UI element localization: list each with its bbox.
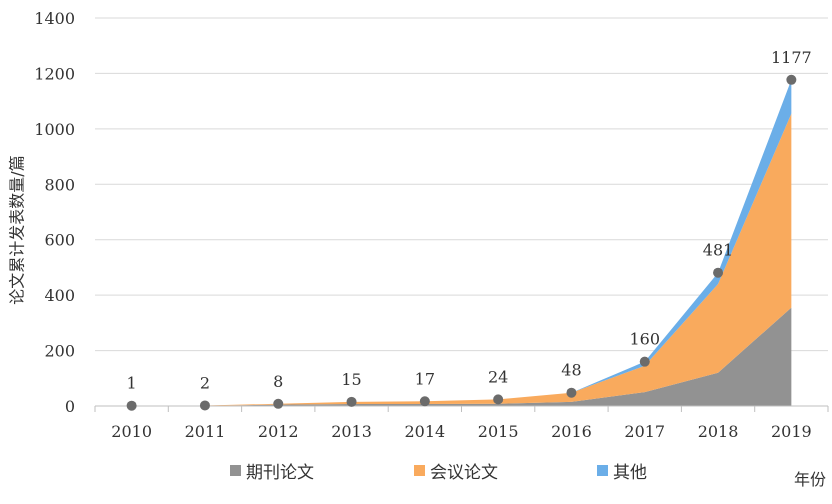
total-marker bbox=[199, 400, 210, 411]
total-label: 160 bbox=[629, 330, 660, 349]
y-tick-label: 800 bbox=[44, 175, 75, 194]
area-journal bbox=[131, 307, 792, 406]
total-marker bbox=[419, 396, 430, 407]
total-label: 8 bbox=[273, 372, 283, 391]
total-marker bbox=[346, 396, 357, 407]
x-tick-label: 2019 bbox=[771, 422, 812, 441]
total-label: 1177 bbox=[771, 48, 812, 67]
x-tick-label: 2011 bbox=[185, 422, 226, 441]
x-tick-label: 2013 bbox=[331, 422, 372, 441]
total-label: 2 bbox=[200, 373, 210, 392]
total-label: 481 bbox=[703, 241, 734, 260]
total-marker bbox=[566, 387, 577, 398]
legend-swatch-other bbox=[597, 465, 608, 476]
x-tick-label: 2010 bbox=[111, 422, 152, 441]
total-marker bbox=[639, 356, 650, 367]
legend: 期刊论文 会议论文 其他 bbox=[0, 458, 832, 488]
total-label: 17 bbox=[415, 369, 435, 388]
x-tick-label: 2015 bbox=[478, 422, 519, 441]
y-tick-label: 400 bbox=[44, 286, 75, 305]
y-tick-label: 1200 bbox=[34, 64, 75, 83]
total-label: 15 bbox=[341, 370, 361, 389]
legend-label-journal: 期刊论文 bbox=[246, 463, 314, 483]
total-label: 1 bbox=[127, 374, 137, 393]
y-tick-label: 1400 bbox=[34, 9, 75, 28]
legend-label-other: 其他 bbox=[613, 463, 647, 483]
x-tick-label: 2012 bbox=[258, 422, 299, 441]
legend-label-conference: 会议论文 bbox=[430, 463, 498, 483]
x-tick-label: 2014 bbox=[404, 422, 445, 441]
area-conference bbox=[131, 113, 792, 407]
y-tick-label: 0 bbox=[65, 397, 75, 416]
x-axis-unit: 年份 bbox=[793, 470, 826, 489]
x-tick-label: 2017 bbox=[624, 422, 665, 441]
legend-item-conference: 会议论文 bbox=[414, 458, 498, 483]
total-marker bbox=[126, 400, 137, 411]
total-marker bbox=[273, 398, 284, 409]
y-axis-title: 论文累计发表数量/篇 bbox=[8, 155, 27, 305]
y-tick-label: 200 bbox=[44, 342, 75, 361]
total-marker bbox=[786, 74, 797, 85]
legend-item-journal: 期刊论文 bbox=[230, 458, 314, 483]
total-marker bbox=[493, 394, 504, 405]
y-tick-label: 1000 bbox=[34, 120, 75, 139]
y-tick-label: 600 bbox=[44, 231, 75, 250]
legend-swatch-journal bbox=[230, 465, 241, 476]
y-axis-title-wrap: 论文累计发表数量/篇 bbox=[4, 120, 28, 340]
x-tick-label: 2018 bbox=[698, 422, 739, 441]
total-label: 48 bbox=[561, 361, 581, 380]
legend-swatch-conference bbox=[414, 465, 425, 476]
x-tick-label: 2016 bbox=[551, 422, 592, 441]
total-label: 24 bbox=[488, 367, 508, 386]
total-marker bbox=[713, 267, 724, 278]
legend-item-other: 其他 bbox=[597, 458, 647, 483]
